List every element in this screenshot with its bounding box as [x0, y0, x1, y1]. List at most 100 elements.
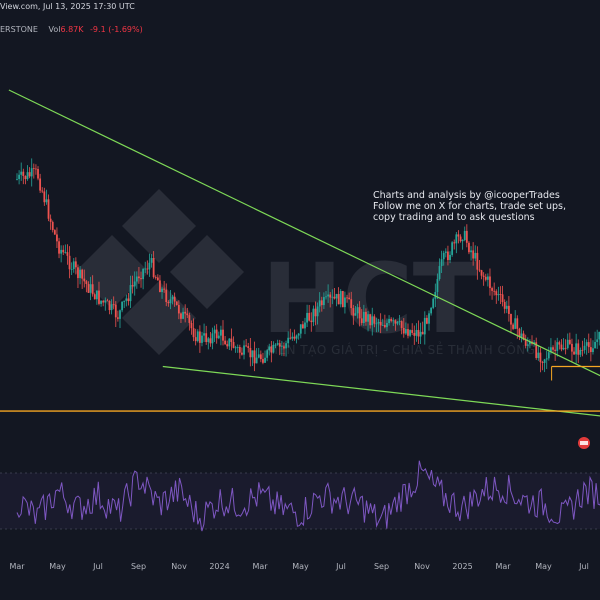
volume-value: 6.87K — [60, 25, 84, 34]
candle-body — [543, 359, 546, 363]
candle-body — [205, 333, 208, 343]
flag-icon-stripe — [580, 441, 588, 445]
candle-body — [320, 300, 323, 306]
annotation-line: Charts and analysis by @icooperTrades — [373, 190, 560, 201]
candle-body — [26, 172, 29, 180]
candle-body — [28, 172, 31, 177]
candle-body — [413, 332, 416, 336]
x-tick-label: Jul — [92, 562, 103, 571]
candle-body — [270, 346, 273, 353]
candle-body — [430, 307, 433, 314]
candle-body — [556, 342, 559, 351]
candle-body — [478, 269, 481, 271]
candle-body — [228, 338, 231, 347]
candle-body — [341, 291, 344, 308]
candle-body — [310, 320, 313, 323]
candle-body — [505, 305, 508, 309]
candle-body — [169, 299, 172, 304]
candle-body — [138, 276, 140, 279]
candle-body — [489, 276, 491, 289]
candle-body — [550, 347, 552, 353]
candle-body — [537, 352, 540, 358]
candle-body — [190, 322, 193, 329]
candle-body — [394, 320, 397, 324]
candle-body — [276, 343, 279, 345]
candle-body — [253, 350, 256, 364]
flag-marker[interactable] — [578, 437, 590, 449]
candle-body — [598, 331, 600, 340]
candle-body — [493, 290, 496, 292]
candle-body — [507, 305, 510, 314]
candle-body — [329, 294, 332, 298]
candle-body — [243, 345, 245, 355]
candle-body — [259, 354, 262, 360]
candle-body — [373, 316, 376, 324]
x-tick-label: Mar — [9, 562, 25, 571]
candle-body — [354, 313, 357, 316]
candle-body — [301, 324, 304, 329]
watermark-tagline: KIẾN TẠO GIÁ TRỊ - CHIA SẺ THÀNH CÔNG — [266, 343, 536, 357]
candle-body — [421, 331, 424, 335]
candle-body — [133, 281, 136, 287]
candle-body — [81, 269, 84, 279]
candle-body — [356, 307, 359, 314]
candle-body — [135, 276, 138, 282]
candle-body — [571, 343, 573, 352]
candle-body — [379, 321, 382, 326]
x-tick-label: 2025 — [452, 562, 472, 571]
candle-body — [381, 325, 384, 326]
candle-body — [560, 344, 563, 350]
candle-body — [541, 362, 544, 363]
candle-body — [402, 327, 405, 334]
candle-body — [318, 300, 321, 307]
candle-body — [58, 241, 60, 254]
candle-body — [503, 302, 506, 309]
candle-body — [468, 242, 470, 253]
candle-body — [579, 349, 582, 355]
candle-body — [594, 342, 596, 349]
candle-body — [93, 294, 96, 300]
candle-body — [150, 257, 153, 263]
candle-body — [297, 333, 300, 336]
source-text: View.com, Jul 13, 2025 17:30 UTC — [0, 2, 135, 11]
candle-body — [360, 318, 363, 324]
candle-body — [442, 252, 445, 260]
candle-body — [95, 290, 98, 300]
candle-body — [45, 199, 48, 203]
candle-body — [522, 333, 525, 340]
candle-body — [417, 329, 420, 337]
candle-body — [308, 312, 311, 321]
candle-body — [491, 288, 493, 291]
candle-body — [447, 251, 449, 261]
candle-body — [486, 276, 489, 280]
candle-body — [211, 333, 214, 344]
candle-body — [74, 261, 77, 268]
candle-body — [474, 252, 477, 259]
candle-body — [499, 294, 502, 295]
candle-body — [415, 329, 418, 336]
candle-body — [41, 190, 44, 192]
candle-body — [558, 342, 561, 345]
x-tick-label: Sep — [131, 562, 146, 571]
candle-body — [411, 330, 414, 333]
candle-body — [497, 294, 500, 296]
overlay-lines — [0, 89, 600, 417]
candle-body — [358, 307, 361, 319]
candle-body — [37, 169, 39, 179]
candle-body — [102, 300, 105, 303]
candle-body — [100, 300, 102, 304]
candle-body — [234, 347, 237, 349]
candle-body — [249, 347, 252, 358]
x-tick-label: Jul — [578, 562, 589, 571]
symbol-legend[interactable]: ERSTONE Vol6.87K -9.1 (-1.69%) — [0, 25, 143, 34]
candle-body — [175, 301, 178, 306]
candle-body — [482, 275, 485, 277]
candle-body — [116, 317, 119, 319]
candle-body — [392, 320, 395, 322]
candle-body — [476, 252, 479, 270]
candle-body — [226, 344, 229, 347]
candle-body — [192, 328, 195, 338]
candle-body — [449, 254, 451, 261]
candle-body — [423, 317, 426, 335]
